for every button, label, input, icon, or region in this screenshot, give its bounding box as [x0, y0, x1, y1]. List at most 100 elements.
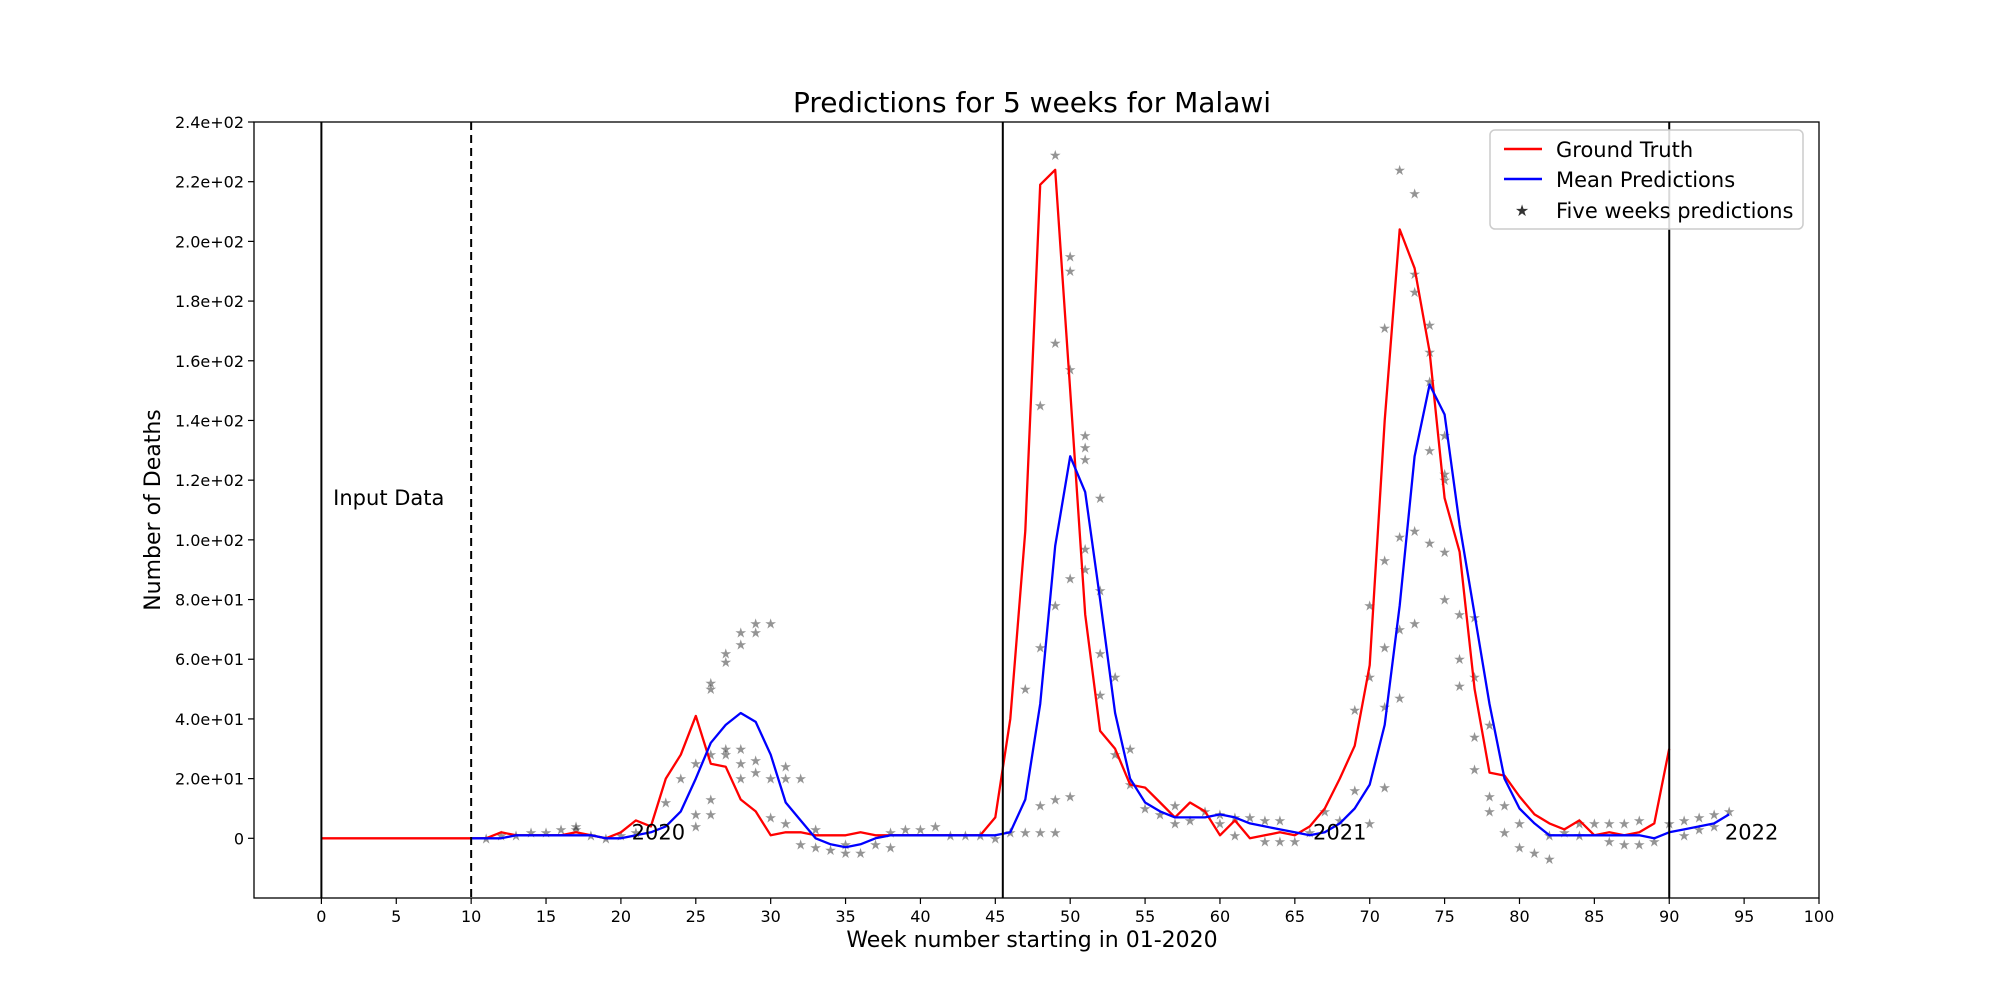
prediction-star: ★: [779, 772, 792, 788]
x-tick-label: 100: [1804, 907, 1835, 926]
x-tick-label: 80: [1509, 907, 1529, 926]
prediction-star: ★: [1034, 640, 1047, 656]
prediction-star: ★: [734, 625, 747, 641]
x-tick-label: 95: [1734, 907, 1754, 926]
ground-truth-line: [321, 168, 1671, 840]
prediction-star: ★: [1034, 399, 1047, 415]
prediction-star: ★: [1064, 264, 1077, 280]
prediction-star: ★: [525, 825, 538, 841]
x-tick-label: 35: [835, 907, 855, 926]
x-tick-label: 50: [1060, 907, 1080, 926]
prediction-star: ★: [704, 682, 717, 698]
prediction-star: ★: [1453, 679, 1466, 695]
prediction-star: ★: [630, 825, 643, 841]
prediction-star: ★: [1348, 784, 1361, 800]
prediction-star: ★: [1064, 572, 1077, 588]
prediction-star: ★: [764, 616, 777, 632]
plot-frame: [253, 121, 1820, 899]
prediction-star: ★: [1229, 828, 1242, 844]
prediction-stars-layer: ★ ★ ★ ★ ★ ★ ★★★ ★ ★ ★★★★★★★★★★★★★★★★★★★★ ★★★★★★★★★…: [480, 148, 1736, 868]
prediction-star: ★: [1618, 816, 1631, 832]
prediction-star: ★: [884, 840, 897, 856]
prediction-star: ★: [1618, 837, 1631, 853]
x-tick-label: 30: [760, 907, 780, 926]
prediction-star: ★: [1049, 793, 1062, 809]
prediction-star: ★: [704, 793, 717, 809]
prediction-star: ★: [1468, 763, 1481, 779]
legend-label-ground-truth: Ground Truth: [1556, 138, 1693, 162]
annotation-text: Input Data: [333, 486, 444, 510]
y-tick-label: 1.2e+02: [175, 471, 244, 490]
prediction-star: ★: [1633, 837, 1646, 853]
prediction-star: ★: [1498, 798, 1511, 814]
prediction-star: ★: [1019, 682, 1032, 698]
prediction-star: ★: [1408, 616, 1421, 632]
annotations-layer: Input Data 2020 2021 2022: [333, 486, 1778, 844]
y-tick-label: 6.0e+01: [175, 650, 244, 669]
prediction-star: ★: [764, 772, 777, 788]
prediction-star: ★: [1378, 781, 1391, 797]
prediction-star: ★: [734, 742, 747, 758]
prediction-star: ★: [719, 748, 732, 764]
prediction-star: ★: [1094, 491, 1107, 507]
prediction-star: ★: [1378, 700, 1391, 716]
prediction-star: ★: [824, 843, 837, 859]
prediction-star: ★: [1483, 790, 1496, 806]
prediction-star: ★: [1169, 798, 1182, 814]
prediction-star: ★: [839, 846, 852, 862]
y-tick-label: 4.0e+01: [175, 710, 244, 729]
axes-layer: 0 5 10 15 20 25 30 35 40 45 50 55 60 65 70 75 80 85 90 95 10…: [175, 113, 1834, 926]
prediction-star: ★: [704, 807, 717, 823]
prediction-star: ★: [1079, 440, 1092, 456]
prediction-star: ★: [719, 646, 732, 662]
prediction-star: ★: [1169, 816, 1182, 832]
chart-title: Predictions for 5 weeks for Malawi: [793, 86, 1271, 119]
prediction-star: ★: [1393, 530, 1406, 546]
annotation-text: 2021: [1313, 820, 1366, 844]
y-tick-label: 1.6e+02: [175, 352, 244, 371]
prediction-star: ★: [1064, 790, 1077, 806]
prediction-star: ★: [1438, 545, 1451, 561]
prediction-star: ★: [1124, 742, 1137, 758]
series-lines-layer: [321, 168, 1730, 849]
prediction-star: ★: [1109, 748, 1122, 764]
prediction-star: ★: [1378, 554, 1391, 570]
prediction-star: ★: [1498, 825, 1511, 841]
y-tick-label: 1.8e+02: [175, 292, 244, 311]
prediction-star: ★: [1259, 834, 1272, 850]
x-tick-label: 55: [1135, 907, 1155, 926]
vertical-lines-layer: [320, 122, 1671, 898]
y-tick-label: 2.0e+02: [175, 232, 244, 251]
prediction-star: ★: [749, 766, 762, 782]
prediction-star: ★: [1408, 524, 1421, 540]
prediction-star: ★: [1064, 363, 1077, 379]
prediction-star: ★: [1274, 813, 1287, 829]
prediction-star: ★: [690, 819, 703, 835]
y-tick-label: 8.0e+01: [175, 591, 244, 610]
x-tick-label: 60: [1210, 907, 1230, 926]
y-axis-label: Number of Deaths: [141, 409, 166, 611]
prediction-star: ★: [1094, 646, 1107, 662]
legend: Ground Truth Mean Predictions ★ Five wee…: [1489, 129, 1804, 230]
prediction-star: ★: [1588, 816, 1601, 832]
x-tick-label: 90: [1659, 907, 1679, 926]
x-tick-label: 45: [985, 907, 1005, 926]
prediction-star: ★: [869, 837, 882, 853]
annotation-text: 2022: [1725, 820, 1778, 844]
prediction-star: ★: [540, 825, 553, 841]
prediction-star: ★: [1348, 703, 1361, 719]
prediction-star: ★: [749, 754, 762, 770]
prediction-star: ★: [839, 837, 852, 853]
prediction-star: ★: [794, 837, 807, 853]
prediction-star: ★: [719, 742, 732, 758]
x-tick-label: 10: [461, 907, 481, 926]
legend-swatch-five-weeks: ★: [1515, 201, 1529, 220]
prediction-star: ★: [1438, 593, 1451, 609]
prediction-star: ★: [1274, 834, 1287, 850]
prediction-star: ★: [1603, 834, 1616, 850]
prediction-star: ★: [1468, 730, 1481, 746]
prediction-star: ★: [749, 616, 762, 632]
x-tick-label: 20: [611, 907, 631, 926]
prediction-star: ★: [764, 810, 777, 826]
